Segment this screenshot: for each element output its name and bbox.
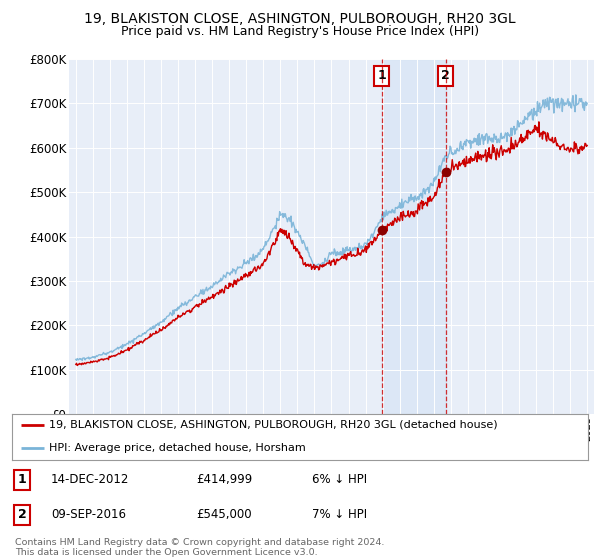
Bar (382, 59, 446, 414)
Text: 19, BLAKISTON CLOSE, ASHINGTON, PULBOROUGH, RH20 3GL: 19, BLAKISTON CLOSE, ASHINGTON, PULBOROU… (84, 12, 516, 26)
Text: 1: 1 (18, 473, 27, 486)
Text: 2: 2 (441, 69, 450, 82)
Text: 14-DEC-2012: 14-DEC-2012 (51, 473, 130, 486)
Text: £414,999: £414,999 (196, 473, 253, 486)
Text: 19, BLAKISTON CLOSE, ASHINGTON, PULBOROUGH, RH20 3GL (detached house): 19, BLAKISTON CLOSE, ASHINGTON, PULBOROU… (49, 420, 498, 430)
Text: HPI: Average price, detached house, Horsham: HPI: Average price, detached house, Hors… (49, 443, 306, 453)
Text: Price paid vs. HM Land Registry's House Price Index (HPI): Price paid vs. HM Land Registry's House … (121, 25, 479, 38)
Text: 7% ↓ HPI: 7% ↓ HPI (311, 508, 367, 521)
Text: Contains HM Land Registry data © Crown copyright and database right 2024.
This d: Contains HM Land Registry data © Crown c… (15, 538, 385, 557)
Text: 09-SEP-2016: 09-SEP-2016 (51, 508, 126, 521)
Text: £545,000: £545,000 (196, 508, 252, 521)
Text: 6% ↓ HPI: 6% ↓ HPI (311, 473, 367, 486)
Text: 2: 2 (18, 508, 27, 521)
Text: 1: 1 (377, 69, 386, 82)
